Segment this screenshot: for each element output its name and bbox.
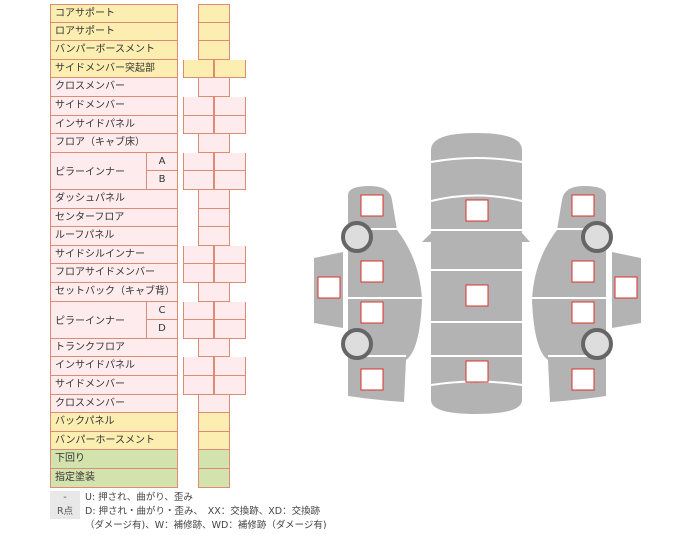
damage-marker[interactable] <box>465 284 489 307</box>
result-cell[interactable] <box>214 115 246 135</box>
row-label: セットバック（キャブ背） <box>50 283 178 302</box>
damage-marker[interactable] <box>614 276 638 299</box>
damage-marker[interactable] <box>360 368 384 391</box>
row-sublabel: B <box>146 171 178 190</box>
result-cell[interactable] <box>214 245 246 265</box>
row-label: サイドメンバー突起部 <box>50 59 178 79</box>
wheel-icon <box>581 221 613 253</box>
row-label: センターフロア <box>50 208 178 228</box>
row-label: トランクフロア <box>50 338 178 358</box>
damage-marker[interactable] <box>571 301 595 324</box>
result-cell[interactable] <box>198 4 230 23</box>
wheels <box>341 221 613 360</box>
legend-text: D: 押され・曲がり・歪み、 XX：交換跡、XD：交換跡 <box>85 506 321 517</box>
damage-marker[interactable] <box>465 360 489 383</box>
damage-marker[interactable] <box>571 260 595 283</box>
row-sublabel: A <box>146 152 178 172</box>
row-label: ダッシュパネル <box>50 190 178 209</box>
result-cell[interactable] <box>198 41 230 60</box>
legend-key: R点 <box>50 505 80 519</box>
result-cell[interactable] <box>198 283 230 302</box>
legend-row: R点 D: 押され・曲がり・歪み、 XX：交換跡、XD：交換跡 <box>50 505 327 519</box>
row-label: フロア（キャブ床） <box>50 134 178 153</box>
result-cell[interactable] <box>214 357 246 376</box>
wheel-icon <box>341 328 373 360</box>
wheel-icon <box>341 221 373 253</box>
result-cell[interactable] <box>183 97 214 116</box>
result-cell[interactable] <box>198 431 230 451</box>
result-cell[interactable] <box>183 376 214 395</box>
legend-text: （ダメージ有)、W：補修跡、WD：補修跡（ダメージ有) <box>85 520 327 531</box>
result-cell[interactable] <box>183 115 214 135</box>
row-label: サイドシルインナー <box>50 245 178 265</box>
row-label: コアサポート <box>50 4 178 23</box>
row-label: 下回り <box>50 450 178 469</box>
result-cell[interactable] <box>198 413 230 432</box>
result-cell[interactable] <box>214 171 246 190</box>
car-right-side <box>532 186 606 402</box>
legend-row: - U: 押され、曲がり、歪み <box>50 491 327 505</box>
result-cell[interactable] <box>198 134 230 153</box>
damage-marker[interactable] <box>360 260 384 283</box>
wheel-icon <box>581 328 613 360</box>
row-label: インサイドパネル <box>50 115 178 135</box>
damage-marker[interactable] <box>571 194 595 217</box>
row-label: フロアサイドメンバー <box>50 264 178 283</box>
legend-row: （ダメージ有)、W：補修跡、WD：補修跡（ダメージ有) <box>50 519 327 533</box>
result-cell[interactable] <box>214 97 246 116</box>
damage-marker[interactable] <box>360 301 384 324</box>
result-cell[interactable] <box>214 59 246 79</box>
result-cell[interactable] <box>214 320 246 339</box>
row-label: バンパーホースメント <box>50 431 178 451</box>
result-cell[interactable] <box>198 338 230 358</box>
row-sublabel: C <box>146 301 178 321</box>
result-cell[interactable] <box>214 264 246 283</box>
row-label: バックパネル <box>50 413 178 432</box>
row-label: サイドメンバー <box>50 376 178 395</box>
row-label: バンパーボースメント <box>50 41 178 60</box>
result-cell[interactable] <box>183 301 214 321</box>
result-cell[interactable] <box>198 469 230 488</box>
result-cell[interactable] <box>183 320 214 339</box>
damage-marker[interactable] <box>360 194 384 217</box>
result-cell[interactable] <box>183 59 214 79</box>
result-cell[interactable] <box>214 301 246 321</box>
car-top-view <box>422 133 530 414</box>
result-cell[interactable] <box>198 394 230 414</box>
result-cell[interactable] <box>198 78 230 97</box>
row-label: インサイドパネル <box>50 357 178 376</box>
row-sublabel: D <box>146 320 178 339</box>
result-cell[interactable] <box>198 190 230 209</box>
result-cell[interactable] <box>198 450 230 469</box>
damage-marker[interactable] <box>571 368 595 391</box>
result-cell[interactable] <box>183 245 214 265</box>
result-cell[interactable] <box>183 357 214 376</box>
row-label: クロスメンバー <box>50 394 178 414</box>
row-label: 指定塗装 <box>50 469 178 488</box>
row-label: サイドメンバー <box>50 97 178 116</box>
legend-text: U: 押され、曲がり、歪み <box>85 492 193 503</box>
car-left-side <box>348 186 422 402</box>
damage-marker[interactable] <box>317 276 341 299</box>
result-cell[interactable] <box>198 227 230 246</box>
result-cell[interactable] <box>214 376 246 395</box>
result-cell[interactable] <box>198 208 230 228</box>
legend-key: - <box>50 491 80 505</box>
row-label: ロアサポート <box>50 22 178 42</box>
row-label: クロスメンバー <box>50 78 178 97</box>
result-cell[interactable] <box>183 171 214 190</box>
damage-marker[interactable] <box>465 199 489 222</box>
result-cell[interactable] <box>198 22 230 42</box>
row-label: ルーフパネル <box>50 227 178 246</box>
result-cell[interactable] <box>183 152 214 172</box>
result-cell[interactable] <box>183 264 214 283</box>
result-cell[interactable] <box>214 152 246 172</box>
legend: - U: 押され、曲がり、歪み R点 D: 押され・曲がり・歪み、 XX：交換跡、X… <box>50 491 327 533</box>
